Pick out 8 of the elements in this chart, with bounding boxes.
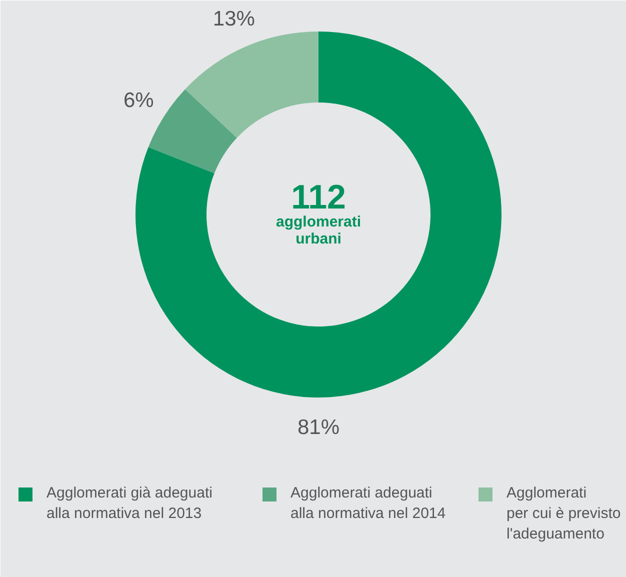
legend-label: Agglomerati già adeguati alla normativa nel 2013 (46, 484, 212, 522)
legend-label: Agglomerati per cui è previsto l'adeguamento (506, 484, 621, 542)
data-label: 6% (123, 88, 154, 112)
data-label: 81% (297, 416, 340, 439)
data-label: 13% (212, 8, 255, 31)
legend-label: Agglomerati adeguati alla normativa nel 2014 (290, 484, 446, 522)
text: 112 (291, 178, 346, 216)
text: agglomerati urbani (276, 214, 362, 248)
